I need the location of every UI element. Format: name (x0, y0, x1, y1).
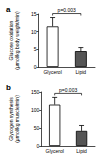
svg-text:(μmol/kg muscle/min): (μmol/kg muscle/min) (14, 95, 20, 143)
svg-text:(μmol/kg body weight/min): (μmol/kg body weight/min) (14, 11, 20, 70)
svg-text:a: a (6, 5, 11, 14)
svg-text:50: 50 (34, 125, 40, 131)
svg-text:b: b (6, 83, 11, 92)
svg-text:Lipid: Lipid (76, 69, 87, 75)
svg-text:0: 0 (34, 64, 37, 70)
svg-text:10: 10 (31, 29, 37, 35)
svg-text:15: 15 (31, 11, 37, 17)
svg-text:0: 0 (36, 143, 39, 149)
svg-text:Glycerol: Glycerol (46, 148, 64, 154)
svg-text:p=0.003: p=0.003 (58, 7, 76, 13)
svg-text:100: 100 (31, 107, 40, 113)
svg-text:150: 150 (31, 89, 40, 95)
svg-text:5: 5 (34, 46, 37, 52)
svg-text:p=0.003: p=0.003 (59, 87, 77, 93)
svg-text:Glycerol: Glycerol (43, 69, 61, 75)
svg-text:Lipid: Lipid (76, 148, 87, 154)
svg-text:Glycogen synthesis: Glycogen synthesis (8, 97, 14, 141)
svg-text:Glucose oxidation: Glucose oxidation (8, 20, 14, 61)
